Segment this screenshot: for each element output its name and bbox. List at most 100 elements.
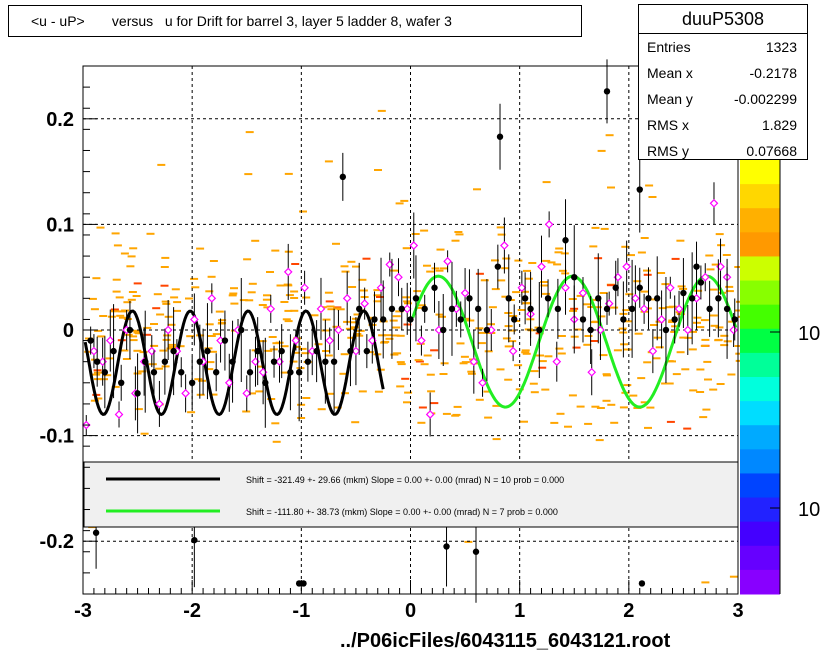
- histogram-cell: [336, 308, 345, 311]
- histogram-cell: [206, 361, 215, 364]
- black-marker: [371, 316, 378, 323]
- color-scale-segment: [740, 569, 780, 595]
- histogram-cell: [527, 329, 536, 332]
- histogram-cell: [475, 327, 484, 330]
- histogram-cell: [284, 320, 293, 323]
- histogram-cell: [640, 290, 649, 293]
- black-marker: [363, 347, 371, 355]
- histogram-cell: [120, 252, 129, 255]
- stats-value: -0.002299: [733, 91, 797, 107]
- histogram-cell: [92, 277, 101, 280]
- histogram-cell: [395, 202, 404, 205]
- histogram-cell: [159, 349, 168, 352]
- histogram-cell: [591, 405, 600, 408]
- histogram-cell: [557, 335, 566, 337]
- histogram-cell: [198, 379, 206, 382]
- histogram-cell: [257, 365, 265, 368]
- histogram-cell: [435, 313, 444, 316]
- histogram-cell: [431, 267, 440, 270]
- y-tick-label: -0.2: [40, 531, 74, 553]
- histogram-cell: [706, 268, 715, 271]
- histogram-cell: [700, 319, 709, 322]
- histogram-cell: [392, 326, 401, 329]
- open-marker: [460, 288, 470, 298]
- black-marker: [562, 237, 569, 244]
- histogram-cell: [317, 408, 326, 411]
- histogram-cell: [395, 310, 404, 313]
- black-marker: [645, 295, 652, 302]
- black-marker: [134, 390, 141, 397]
- histogram-cell: [597, 315, 606, 318]
- histogram-cell: [610, 421, 619, 424]
- open-marker: [342, 293, 352, 303]
- black-marker: [723, 305, 731, 313]
- histogram-cell: [694, 289, 703, 292]
- histogram-cell: [722, 254, 731, 256]
- histogram-cell: [146, 232, 155, 235]
- histogram-cell: [492, 438, 501, 441]
- histogram-cell: [105, 357, 114, 360]
- histogram-cell: [190, 277, 199, 280]
- open-marker: [181, 389, 190, 398]
- histogram-cell: [283, 283, 292, 286]
- stats-label: Mean y: [647, 91, 693, 107]
- histogram-cell: [725, 285, 734, 288]
- open-marker: [729, 325, 738, 335]
- histogram-cell: [396, 334, 405, 337]
- histogram-cell: [643, 361, 652, 364]
- histogram-cell: [402, 296, 411, 299]
- histogram-cell: [402, 247, 411, 250]
- legend-box: [83, 461, 739, 528]
- black-marker: [474, 305, 482, 313]
- histogram-cell: [735, 352, 744, 355]
- histogram-cell: [466, 319, 475, 322]
- open-marker: [105, 336, 115, 345]
- histogram-cell: [162, 302, 171, 305]
- histogram-cell: [666, 420, 675, 423]
- histogram-cell: [644, 426, 652, 429]
- histogram-cell: [517, 309, 526, 311]
- histogram-cell: [392, 315, 401, 318]
- histogram-cell: [484, 416, 493, 419]
- histogram-cell: [488, 306, 497, 309]
- histogram-cell: [646, 406, 655, 409]
- histogram-cell: [610, 306, 619, 309]
- color-scale-segment: [740, 545, 780, 571]
- histogram-cell: [293, 345, 301, 348]
- histogram-cell: [709, 388, 718, 391]
- histogram-cell: [245, 299, 254, 302]
- histogram-cell: [440, 362, 449, 365]
- histogram-cell: [502, 257, 511, 260]
- histogram-cell: [143, 326, 152, 329]
- black-marker: [87, 337, 94, 344]
- black-marker: [191, 536, 198, 544]
- histogram-cell: [423, 354, 432, 357]
- black-marker: [443, 543, 450, 550]
- black-marker: [313, 347, 320, 355]
- histogram-cell: [333, 406, 342, 409]
- open-marker: [417, 336, 426, 345]
- histogram-cell: [389, 319, 398, 322]
- stats-row-mean-y: Mean y -0.002299: [639, 86, 807, 112]
- open-marker: [351, 346, 361, 356]
- histogram-cell: [703, 360, 712, 363]
- open-marker: [648, 346, 658, 356]
- histogram-cell: [696, 391, 705, 393]
- histogram-cell: [576, 405, 585, 408]
- open-marker: [683, 325, 693, 335]
- open-marker: [709, 198, 719, 208]
- histogram-cell: [324, 354, 333, 357]
- histogram-cell: [602, 373, 611, 376]
- black-marker: [715, 295, 722, 302]
- histogram-cell: [297, 417, 306, 419]
- histogram-cell: [702, 408, 711, 411]
- black-marker: [388, 305, 396, 313]
- stats-value: 0.07668: [746, 143, 797, 159]
- histogram-cell: [358, 390, 367, 393]
- black-marker: [595, 295, 602, 302]
- histogram-cell: [373, 294, 382, 297]
- histogram-cell: [501, 295, 510, 298]
- histogram-cell: [557, 352, 566, 355]
- histogram-cell: [587, 306, 596, 308]
